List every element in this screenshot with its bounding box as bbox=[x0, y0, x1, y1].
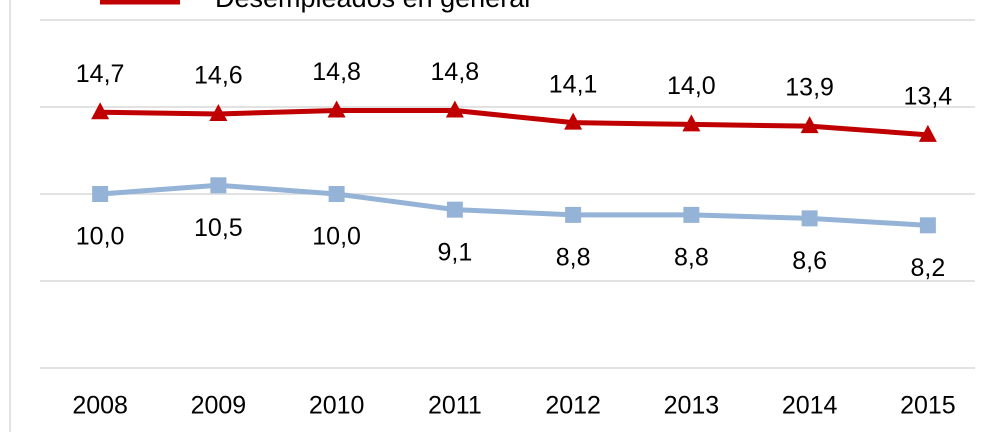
data-label: 13,9 bbox=[785, 74, 834, 102]
data-label: 10,0 bbox=[312, 223, 361, 251]
marker bbox=[445, 100, 464, 118]
x-tick-label: 2008 bbox=[72, 392, 128, 420]
data-label: 14,1 bbox=[549, 70, 598, 98]
x-tick-label: 2010 bbox=[309, 392, 365, 420]
data-label: 8,6 bbox=[792, 247, 827, 275]
legend-label: Desempleados en general bbox=[215, 0, 530, 13]
x-tick-label: 2013 bbox=[664, 392, 720, 420]
marker bbox=[800, 116, 819, 134]
data-label: 14,8 bbox=[312, 58, 361, 86]
marker bbox=[918, 124, 937, 142]
data-label: 14,7 bbox=[76, 60, 125, 88]
data-label: 9,1 bbox=[437, 238, 472, 266]
marker bbox=[564, 112, 583, 130]
marker bbox=[92, 186, 109, 202]
marker bbox=[327, 100, 346, 118]
data-label: 14,8 bbox=[431, 58, 480, 86]
marker bbox=[801, 210, 818, 227]
marker bbox=[919, 217, 936, 234]
x-tick-label: 2014 bbox=[782, 392, 838, 420]
marker bbox=[683, 206, 700, 223]
x-tick-label: 2015 bbox=[900, 392, 956, 420]
data-label: 13,4 bbox=[904, 82, 953, 110]
marker bbox=[91, 102, 110, 120]
marker bbox=[446, 201, 463, 218]
data-label: 10,5 bbox=[194, 214, 243, 242]
data-label: 14,6 bbox=[194, 62, 243, 90]
marker bbox=[565, 206, 582, 223]
x-tick-label: 2009 bbox=[191, 392, 247, 420]
marker bbox=[328, 186, 345, 202]
marker bbox=[210, 177, 227, 194]
series-line bbox=[99, 182, 929, 228]
data-label: 8,8 bbox=[674, 243, 709, 271]
data-label: 8,8 bbox=[556, 243, 591, 271]
data-label: 14,0 bbox=[667, 72, 716, 100]
series-line bbox=[100, 107, 929, 138]
x-tick-label: 2012 bbox=[545, 392, 601, 420]
marker bbox=[209, 103, 228, 121]
marker bbox=[682, 114, 701, 132]
x-tick-label: 2011 bbox=[428, 392, 482, 420]
data-label: 10,0 bbox=[76, 223, 125, 251]
data-label: 8,2 bbox=[910, 254, 945, 282]
